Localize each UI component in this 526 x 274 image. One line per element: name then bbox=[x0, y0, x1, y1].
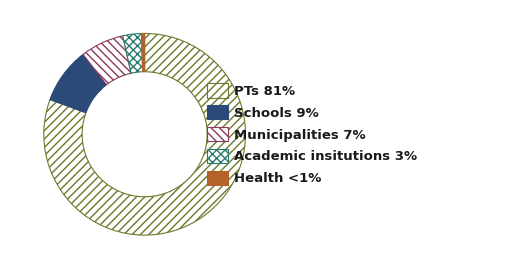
Legend: PTs 81%, Schools 9%, Municipalities 7%, Academic insitutions 3%, Health <1%: PTs 81%, Schools 9%, Municipalities 7%, … bbox=[207, 83, 418, 185]
Wedge shape bbox=[141, 33, 145, 72]
Wedge shape bbox=[44, 33, 246, 235]
Wedge shape bbox=[50, 54, 106, 113]
Wedge shape bbox=[83, 36, 131, 85]
Wedge shape bbox=[123, 33, 143, 73]
